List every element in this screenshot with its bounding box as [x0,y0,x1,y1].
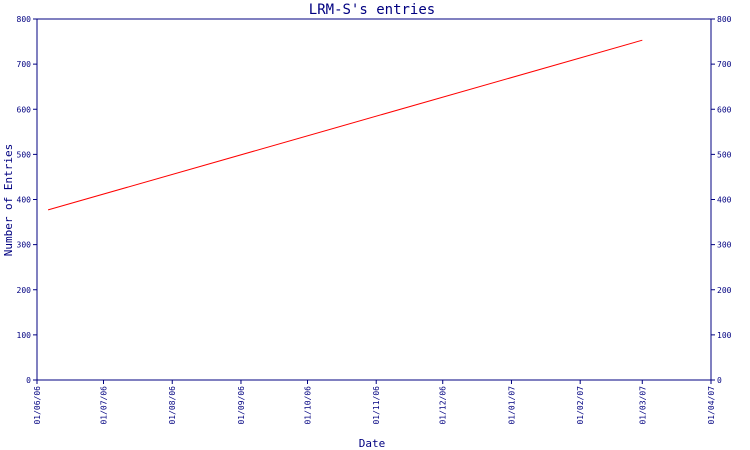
plot-area [36,18,712,381]
y-left-tick-label: 100 [17,331,32,340]
y-left-tick-label: 700 [17,60,32,69]
y-right-tick-label: 700 [717,60,732,69]
x-tick-label: 01/08/06 [168,386,177,425]
x-tick-label: 01/03/07 [638,386,647,425]
series-line [47,39,643,211]
y-left-tick-label: 0 [26,376,31,385]
y-axis-label: Number of Entries [2,144,15,257]
series-layer [47,39,643,211]
y-right-tick-label: 200 [717,286,732,295]
y-left-tick-label: 200 [17,286,32,295]
x-tick-label: 01/04/07 [707,386,716,425]
x-tick-label: 01/12/06 [439,386,448,425]
y-left-tick-label: 800 [17,15,32,24]
y-right-tick-label: 300 [717,241,732,250]
y-right-tick-label: 500 [717,150,732,159]
chart-title: LRM-S's entries [309,2,435,18]
x-tick-label: 01/07/06 [100,386,109,425]
x-tick-label: 01/02/07 [576,386,585,425]
y-left-tick-label: 600 [17,105,32,114]
y-right-tick-label: 600 [717,105,732,114]
x-tick-label: 01/11/06 [372,386,381,425]
y-axis-right: 0 100 200 300 400 500 600 700 800 [711,15,732,385]
y-left-tick-label: 300 [17,241,32,250]
x-tick-label: 01/09/06 [237,386,246,425]
y-left-tick-label: 400 [17,196,32,205]
y-right-tick-label: 100 [717,331,732,340]
x-axis: 01/06/06 01/07/06 01/08/06 01/09/06 01/10/06… [33,380,716,425]
y-axis-left: 0 100 200 300 400 500 600 700 800 [17,15,37,385]
y-right-tick-label: 400 [717,196,732,205]
x-axis-label: Date [359,437,386,450]
y-right-tick-label: 0 [717,376,722,385]
y-left-tick-label: 500 [17,150,32,159]
x-tick-label: 01/01/07 [507,386,516,425]
y-right-tick-label: 800 [717,15,732,24]
x-tick-label: 01/10/06 [303,386,312,425]
x-tick-label: 01/06/06 [33,386,42,425]
